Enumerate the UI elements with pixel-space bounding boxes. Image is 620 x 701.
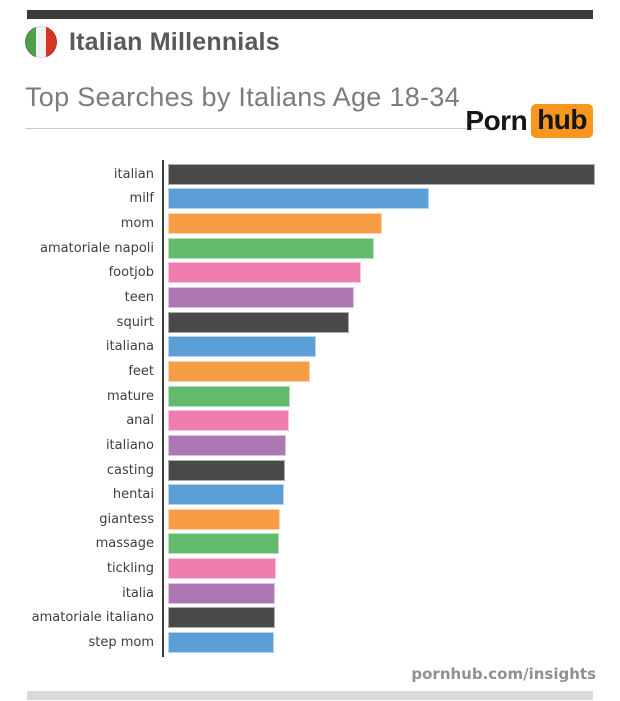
chart-row: squirt	[0, 310, 620, 335]
chart-row: milf	[0, 187, 620, 212]
bar-label: squirt	[116, 314, 154, 330]
chart-row: casting	[0, 458, 620, 483]
chart-row: hentai	[0, 482, 620, 507]
bar-label: hentai	[112, 487, 154, 503]
chart-row: amatoriale italiano	[0, 606, 620, 631]
bar-label: italiano	[105, 437, 154, 453]
bar	[168, 163, 595, 185]
bar	[168, 508, 281, 530]
bar-label: tickling	[106, 561, 154, 577]
pornhub-logo: Porn hub	[465, 104, 593, 138]
bar	[168, 410, 289, 432]
bar	[168, 287, 355, 309]
bar	[168, 558, 276, 580]
bar-label: anal	[126, 413, 154, 429]
chart-row: italia	[0, 581, 620, 606]
bar	[168, 262, 361, 284]
bar-label: italian	[113, 166, 154, 182]
bar-label: footjob	[108, 265, 154, 281]
bar-label: casting	[106, 462, 154, 478]
chart-title: Top Searches by Italians Age 18-34	[25, 82, 460, 112]
bar	[168, 582, 275, 604]
chart-row: anal	[0, 408, 620, 433]
chart-row: italiana	[0, 334, 620, 359]
bottom-accent-bar	[27, 691, 593, 700]
bar-track	[164, 410, 620, 432]
bar-track	[164, 558, 620, 580]
bar	[168, 631, 275, 653]
chart-row: italiano	[0, 433, 620, 458]
bar	[168, 484, 284, 506]
chart-row: step mom	[0, 630, 620, 655]
chart-row: italian	[0, 162, 620, 187]
chart-row: feet	[0, 359, 620, 384]
bar-track	[164, 163, 620, 185]
top-accent-bar	[27, 10, 593, 19]
bar-label: milf	[129, 191, 154, 207]
bar-track	[164, 607, 620, 629]
bar	[168, 311, 349, 333]
chart-row: tickling	[0, 556, 620, 581]
bar	[168, 607, 275, 629]
bar-label: mom	[120, 216, 154, 232]
bar-track	[164, 287, 620, 309]
bar	[168, 336, 317, 358]
header: Italian Millennials	[25, 26, 280, 58]
bar-label: teen	[124, 290, 154, 306]
bar-track	[164, 484, 620, 506]
bar-label: amatoriale italiano	[31, 610, 154, 626]
chart-row: mature	[0, 384, 620, 409]
chart-row: giantess	[0, 507, 620, 532]
bar-label: italiana	[105, 339, 154, 355]
bar-track	[164, 385, 620, 407]
chart-row: teen	[0, 285, 620, 310]
bar-track	[164, 336, 620, 358]
italy-flag-icon	[25, 26, 57, 58]
bar-track	[164, 262, 620, 284]
bar-label: giantess	[99, 511, 154, 527]
bar-label: step mom	[88, 634, 154, 650]
chart-row: massage	[0, 532, 620, 557]
bar-label: feet	[128, 363, 154, 379]
bar	[168, 188, 429, 210]
source-url: pornhub.com/insights	[411, 665, 596, 683]
bar-track	[164, 360, 620, 382]
bar	[168, 533, 279, 555]
bar-label: italia	[122, 585, 154, 601]
bar	[168, 459, 286, 481]
bar-track	[164, 213, 620, 235]
chart-rows: italian milf mom amatoriale napoli footjob te…	[0, 162, 620, 655]
bar-track	[164, 434, 620, 456]
bar	[168, 213, 383, 235]
bar-label: amatoriale napoli	[40, 240, 154, 256]
logo-hub-badge: hub	[531, 104, 593, 138]
chart-row: amatoriale napoli	[0, 236, 620, 261]
bar	[168, 237, 374, 259]
bar	[168, 385, 290, 407]
bar-track	[164, 459, 620, 481]
header-divider	[25, 128, 488, 129]
bar	[168, 434, 287, 456]
bar-track	[164, 188, 620, 210]
bar-track	[164, 311, 620, 333]
bar-track	[164, 533, 620, 555]
bar-chart: italian milf mom amatoriale napoli footjob te…	[0, 160, 620, 657]
page-title: Italian Millennials	[69, 27, 280, 56]
bar-track	[164, 582, 620, 604]
bar-label: massage	[95, 536, 154, 552]
bar-track	[164, 237, 620, 259]
bar-track	[164, 631, 620, 653]
bar	[168, 360, 310, 382]
bar-label: mature	[106, 388, 154, 404]
bar-track	[164, 508, 620, 530]
chart-row: mom	[0, 211, 620, 236]
chart-row: footjob	[0, 261, 620, 286]
y-axis-line	[162, 160, 164, 657]
logo-porn-text: Porn	[465, 105, 528, 136]
